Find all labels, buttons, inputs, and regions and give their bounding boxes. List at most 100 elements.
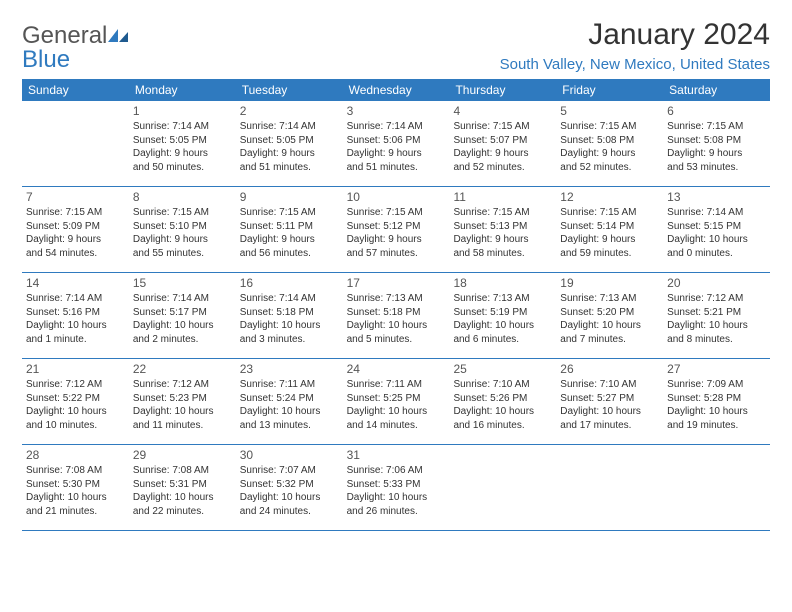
day-cell: 22Sunrise: 7:12 AMSunset: 5:23 PMDayligh… bbox=[129, 359, 236, 444]
day-cell: 3Sunrise: 7:14 AMSunset: 5:06 PMDaylight… bbox=[343, 101, 450, 186]
sunset-text: Sunset: 5:13 PM bbox=[453, 220, 552, 234]
day-number: 9 bbox=[240, 189, 339, 205]
sunrise-text: Sunrise: 7:15 AM bbox=[453, 206, 552, 220]
sunrise-text: Sunrise: 7:08 AM bbox=[133, 464, 232, 478]
sunrise-text: Sunrise: 7:15 AM bbox=[560, 206, 659, 220]
day-cell: 18Sunrise: 7:13 AMSunset: 5:19 PMDayligh… bbox=[449, 273, 556, 358]
day-number: 23 bbox=[240, 361, 339, 377]
day-number: 27 bbox=[667, 361, 766, 377]
sunrise-text: Sunrise: 7:11 AM bbox=[240, 378, 339, 392]
day-number: 19 bbox=[560, 275, 659, 291]
sunset-text: Sunset: 5:16 PM bbox=[26, 306, 125, 320]
daylight-text: and 8 minutes. bbox=[667, 333, 766, 347]
day-number: 4 bbox=[453, 103, 552, 119]
daylight-text: and 2 minutes. bbox=[133, 333, 232, 347]
day-cell: 4Sunrise: 7:15 AMSunset: 5:07 PMDaylight… bbox=[449, 101, 556, 186]
calendar: SundayMondayTuesdayWednesdayThursdayFrid… bbox=[22, 79, 770, 531]
daylight-text: and 52 minutes. bbox=[560, 161, 659, 175]
daylight-text: Daylight: 9 hours bbox=[453, 147, 552, 161]
day-cell: 27Sunrise: 7:09 AMSunset: 5:28 PMDayligh… bbox=[663, 359, 770, 444]
daylight-text: Daylight: 10 hours bbox=[347, 491, 446, 505]
sunrise-text: Sunrise: 7:14 AM bbox=[133, 292, 232, 306]
day-number: 26 bbox=[560, 361, 659, 377]
daylight-text: Daylight: 9 hours bbox=[240, 233, 339, 247]
day-number: 8 bbox=[133, 189, 232, 205]
sunset-text: Sunset: 5:05 PM bbox=[240, 134, 339, 148]
daylight-text: and 58 minutes. bbox=[453, 247, 552, 261]
sunrise-text: Sunrise: 7:14 AM bbox=[133, 120, 232, 134]
day-number: 11 bbox=[453, 189, 552, 205]
daylight-text: and 50 minutes. bbox=[133, 161, 232, 175]
sunrise-text: Sunrise: 7:14 AM bbox=[347, 120, 446, 134]
sunset-text: Sunset: 5:09 PM bbox=[26, 220, 125, 234]
sunrise-text: Sunrise: 7:12 AM bbox=[667, 292, 766, 306]
day-number: 28 bbox=[26, 447, 125, 463]
daylight-text: Daylight: 10 hours bbox=[453, 405, 552, 419]
daylight-text: and 59 minutes. bbox=[560, 247, 659, 261]
title-block: January 2024 South Valley, New Mexico, U… bbox=[500, 18, 770, 73]
day-cell bbox=[556, 445, 663, 530]
sunset-text: Sunset: 5:33 PM bbox=[347, 478, 446, 492]
day-number: 25 bbox=[453, 361, 552, 377]
page-header: General Blue January 2024 South Valley, … bbox=[22, 18, 770, 73]
daylight-text: and 21 minutes. bbox=[26, 505, 125, 519]
day-number: 22 bbox=[133, 361, 232, 377]
daylight-text: Daylight: 10 hours bbox=[133, 405, 232, 419]
sunset-text: Sunset: 5:27 PM bbox=[560, 392, 659, 406]
day-cell: 29Sunrise: 7:08 AMSunset: 5:31 PMDayligh… bbox=[129, 445, 236, 530]
daylight-text: and 51 minutes. bbox=[240, 161, 339, 175]
daylight-text: and 57 minutes. bbox=[347, 247, 446, 261]
daylight-text: and 0 minutes. bbox=[667, 247, 766, 261]
sunset-text: Sunset: 5:31 PM bbox=[133, 478, 232, 492]
sunset-text: Sunset: 5:08 PM bbox=[560, 134, 659, 148]
weekday-header: Tuesday bbox=[236, 79, 343, 101]
daylight-text: and 10 minutes. bbox=[26, 419, 125, 433]
daylight-text: Daylight: 10 hours bbox=[26, 319, 125, 333]
logo-text-general: General bbox=[22, 22, 107, 49]
week-row: 21Sunrise: 7:12 AMSunset: 5:22 PMDayligh… bbox=[22, 359, 770, 445]
daylight-text: and 56 minutes. bbox=[240, 247, 339, 261]
day-cell: 6Sunrise: 7:15 AMSunset: 5:08 PMDaylight… bbox=[663, 101, 770, 186]
daylight-text: Daylight: 9 hours bbox=[26, 233, 125, 247]
week-row: 1Sunrise: 7:14 AMSunset: 5:05 PMDaylight… bbox=[22, 101, 770, 187]
daylight-text: and 6 minutes. bbox=[453, 333, 552, 347]
daylight-text: and 22 minutes. bbox=[133, 505, 232, 519]
daylight-text: and 13 minutes. bbox=[240, 419, 339, 433]
day-number: 10 bbox=[347, 189, 446, 205]
logo-text-wrap: General Blue bbox=[22, 24, 130, 72]
day-cell: 30Sunrise: 7:07 AMSunset: 5:32 PMDayligh… bbox=[236, 445, 343, 530]
day-cell: 8Sunrise: 7:15 AMSunset: 5:10 PMDaylight… bbox=[129, 187, 236, 272]
daylight-text: Daylight: 10 hours bbox=[240, 405, 339, 419]
daylight-text: Daylight: 10 hours bbox=[347, 319, 446, 333]
daylight-text: and 51 minutes. bbox=[347, 161, 446, 175]
daylight-text: Daylight: 9 hours bbox=[347, 147, 446, 161]
sunset-text: Sunset: 5:15 PM bbox=[667, 220, 766, 234]
location-text: South Valley, New Mexico, United States bbox=[500, 56, 770, 73]
sunrise-text: Sunrise: 7:13 AM bbox=[560, 292, 659, 306]
sunset-text: Sunset: 5:24 PM bbox=[240, 392, 339, 406]
day-number: 16 bbox=[240, 275, 339, 291]
sunrise-text: Sunrise: 7:14 AM bbox=[667, 206, 766, 220]
daylight-text: and 5 minutes. bbox=[347, 333, 446, 347]
sunrise-text: Sunrise: 7:10 AM bbox=[453, 378, 552, 392]
day-cell: 20Sunrise: 7:12 AMSunset: 5:21 PMDayligh… bbox=[663, 273, 770, 358]
month-title: January 2024 bbox=[500, 18, 770, 52]
sunrise-text: Sunrise: 7:12 AM bbox=[26, 378, 125, 392]
day-number: 7 bbox=[26, 189, 125, 205]
daylight-text: and 24 minutes. bbox=[240, 505, 339, 519]
day-cell: 10Sunrise: 7:15 AMSunset: 5:12 PMDayligh… bbox=[343, 187, 450, 272]
week-row: 7Sunrise: 7:15 AMSunset: 5:09 PMDaylight… bbox=[22, 187, 770, 273]
sunrise-text: Sunrise: 7:15 AM bbox=[560, 120, 659, 134]
daylight-text: and 54 minutes. bbox=[26, 247, 125, 261]
day-cell bbox=[663, 445, 770, 530]
week-row: 14Sunrise: 7:14 AMSunset: 5:16 PMDayligh… bbox=[22, 273, 770, 359]
daylight-text: Daylight: 10 hours bbox=[26, 491, 125, 505]
day-number: 31 bbox=[347, 447, 446, 463]
sunset-text: Sunset: 5:05 PM bbox=[133, 134, 232, 148]
sunset-text: Sunset: 5:32 PM bbox=[240, 478, 339, 492]
day-number: 12 bbox=[560, 189, 659, 205]
sunset-text: Sunset: 5:18 PM bbox=[240, 306, 339, 320]
daylight-text: and 55 minutes. bbox=[133, 247, 232, 261]
sunset-text: Sunset: 5:11 PM bbox=[240, 220, 339, 234]
sunset-text: Sunset: 5:10 PM bbox=[133, 220, 232, 234]
